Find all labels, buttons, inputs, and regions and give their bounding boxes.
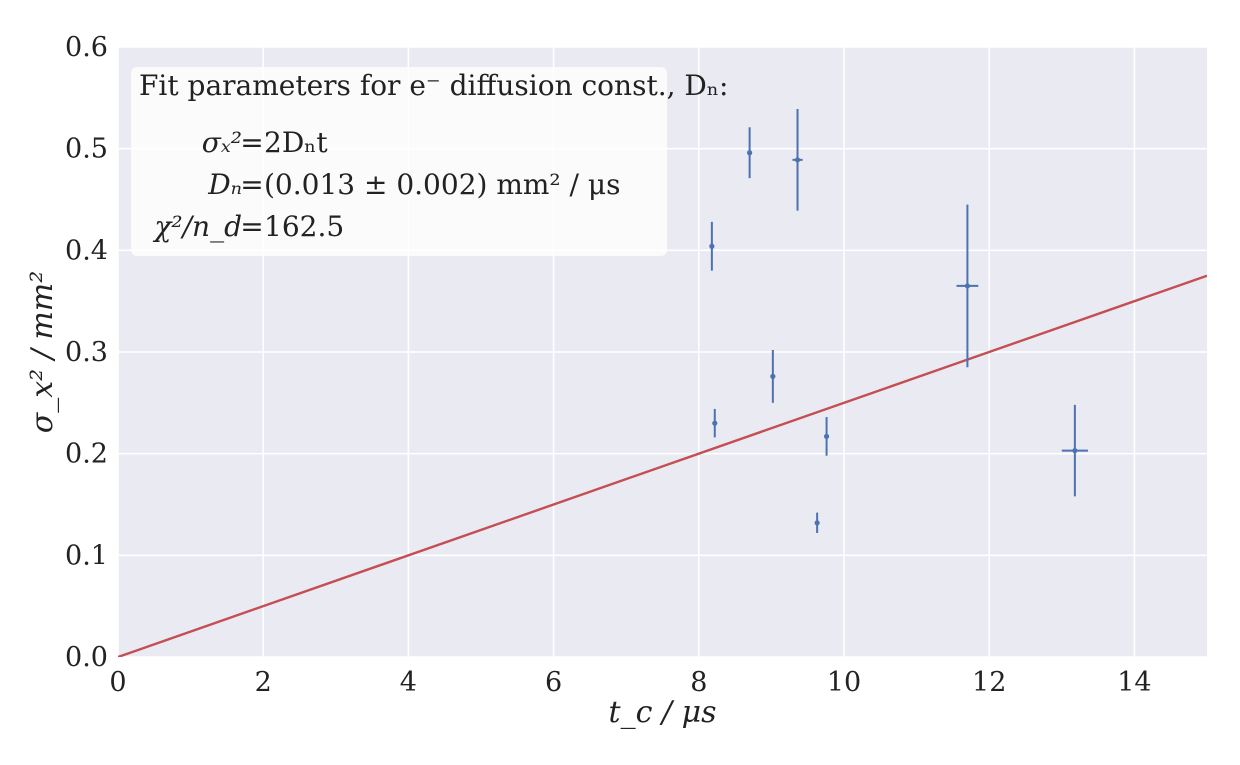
y-axis-label: σ_x² / mm² [25, 271, 60, 434]
data-point-7 [956, 204, 979, 368]
point-marker [1072, 448, 1078, 454]
fit-line [118, 274, 1207, 657]
legend-equation-rhs: 162.5 [264, 210, 344, 243]
x-tick-label: 12 [972, 667, 1006, 698]
x-axis-label: t_c / μs [609, 695, 717, 730]
y-tick-label: 0.0 [65, 642, 108, 673]
data-point-4 [792, 109, 803, 211]
x-tick-label: 10 [827, 667, 861, 698]
axis-labels: t_c / μs σ_x² / mm² [25, 271, 716, 730]
data-point-2 [747, 127, 753, 179]
legend-box [131, 67, 667, 256]
point-marker [964, 283, 971, 289]
legend-equation-rhs: 2Dₙt [264, 126, 328, 159]
legend-equals-sign: = [240, 210, 263, 243]
point-marker [823, 433, 830, 439]
data-point-0 [709, 221, 715, 271]
y-tick-label: 0.2 [65, 439, 108, 470]
point-marker [794, 157, 801, 163]
x-tick-label: 4 [400, 667, 417, 698]
y-tick-label: 0.3 [65, 337, 108, 368]
data-point-5 [814, 512, 820, 533]
x-tick-label: 6 [545, 667, 562, 698]
x-tick-label: 2 [255, 667, 272, 698]
fit-lines [118, 274, 1207, 657]
point-marker [770, 373, 776, 379]
point-marker [712, 420, 718, 426]
x-tick-label: 8 [690, 667, 707, 698]
legend-title: Fit parameters for e⁻ diffusion const., … [139, 69, 728, 102]
data-point-8 [1061, 404, 1088, 497]
legend-equation-lhs: χ²/n_d [152, 210, 242, 243]
legend-equation-rhs: (0.013 ± 0.002) mm² / μs [264, 168, 620, 201]
x-tick-label: 14 [1117, 667, 1151, 698]
legend-equation-lhs: Dₙ [207, 168, 242, 201]
tick-labels: 0 2 4 6 8 10 12 14 0.0 0.1 0.2 0.3 0.4 0.5 0.6 [65, 32, 1152, 698]
data-point-3 [770, 349, 776, 403]
legend-equals-sign: = [240, 168, 263, 201]
legend: Fit parameters for e⁻ diffusion const., … [131, 67, 728, 256]
data-point-1 [712, 408, 718, 438]
point-marker [709, 243, 715, 249]
x-tick-label: 0 [109, 667, 126, 698]
y-tick-label: 0.1 [65, 540, 108, 571]
data-point-6 [823, 417, 830, 456]
point-marker [747, 150, 753, 156]
y-tick-label: 0.6 [65, 32, 108, 63]
legend-equals-sign: = [240, 126, 263, 159]
point-marker [814, 520, 820, 526]
legend-equation-lhs: σₓ² [202, 126, 242, 159]
y-tick-label: 0.4 [65, 235, 108, 266]
y-tick-label: 0.5 [65, 134, 108, 165]
data-points [709, 109, 1088, 533]
